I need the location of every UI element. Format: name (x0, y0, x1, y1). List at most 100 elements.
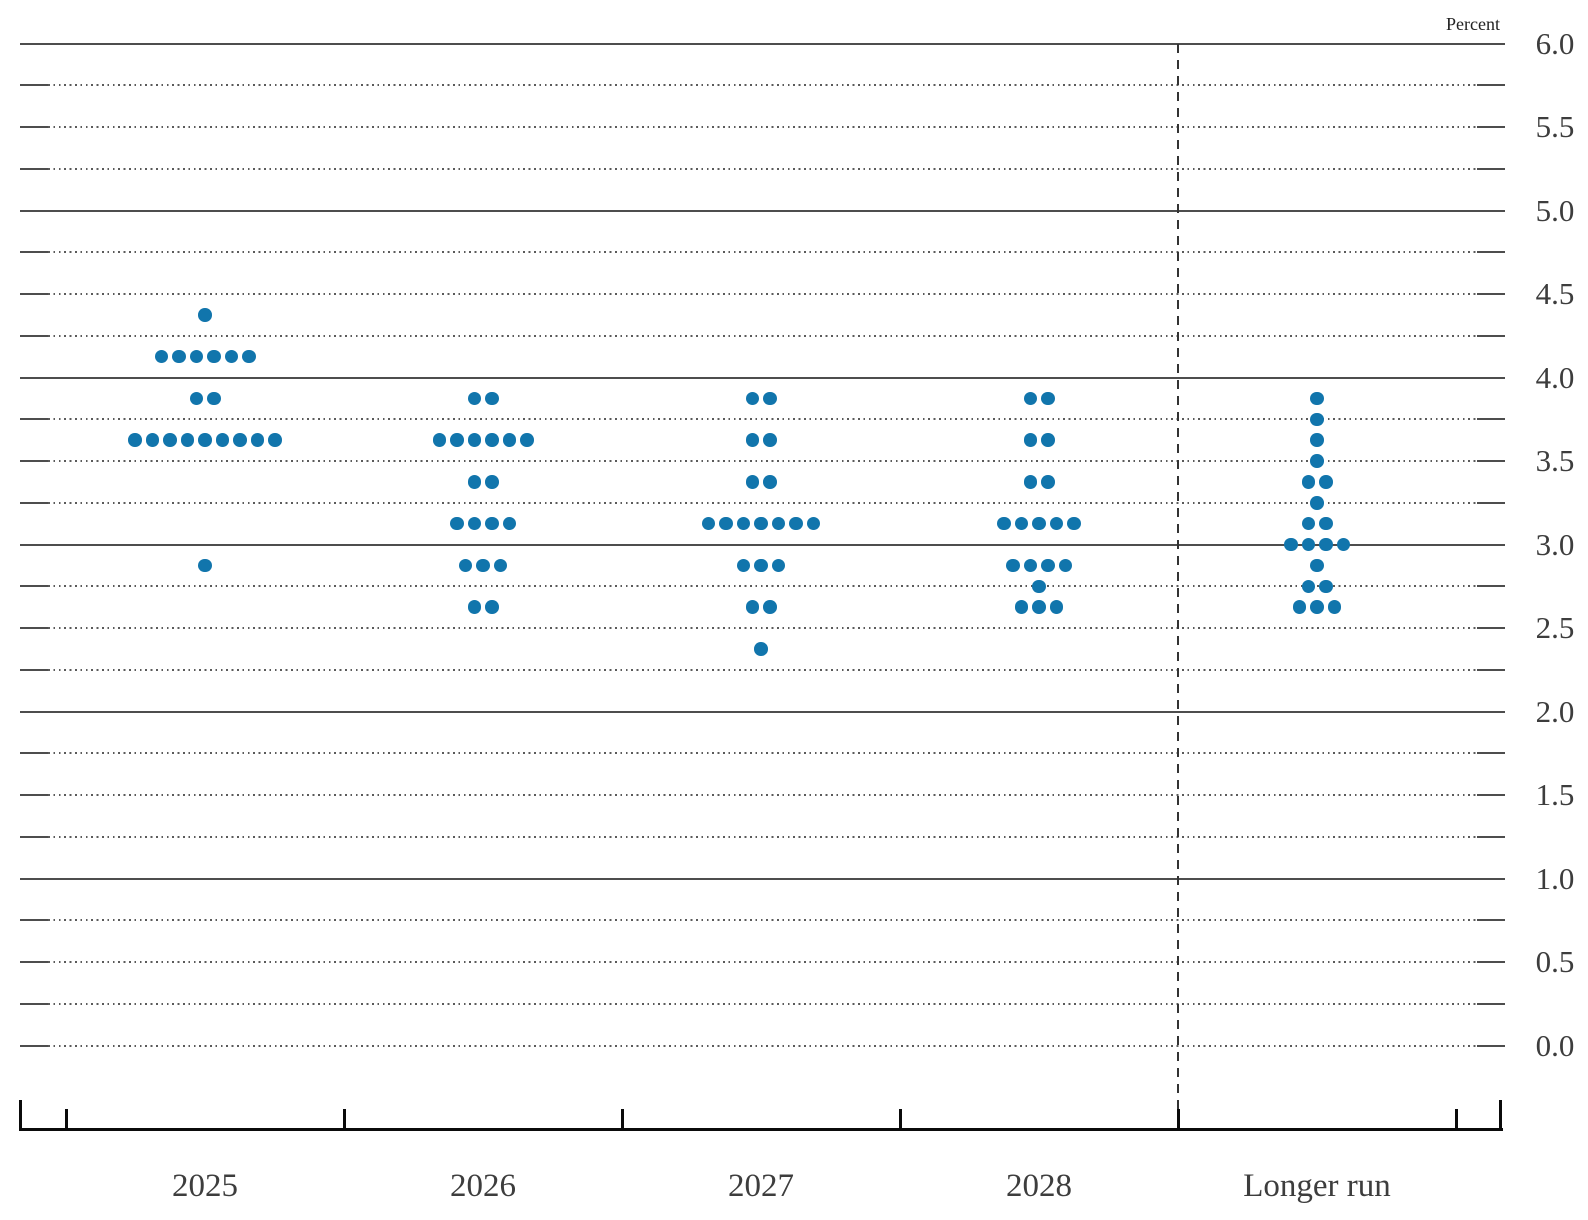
projection-dot (467, 516, 481, 531)
gridline-minor (48, 1002, 1477, 1005)
gridline-minor (48, 167, 1477, 170)
projection-dot (154, 349, 168, 364)
projection-dot (224, 349, 238, 364)
projection-dot (719, 516, 733, 531)
gridline-right-tick (1477, 919, 1505, 922)
projection-dot (997, 516, 1011, 531)
projection-dot (250, 433, 265, 447)
gridline-right-tick (1477, 501, 1505, 504)
y-axis-tick-label: 5.5 (1535, 109, 1575, 144)
projection-dot (1319, 475, 1333, 489)
gridline-left-tick (20, 585, 48, 588)
projection-dot (1336, 537, 1350, 552)
gridline-right-tick (1477, 293, 1505, 295)
x-axis-tick (1455, 1109, 1458, 1129)
gridline-minor (48, 835, 1477, 838)
gridline-minor (48, 501, 1477, 504)
gridline-right-tick (1477, 84, 1505, 87)
projection-dot (502, 516, 516, 531)
gridline-left-tick (20, 167, 48, 170)
y-axis-tick-label: 0.0 (1535, 1027, 1575, 1063)
projection-dot (1327, 600, 1342, 614)
projection-dot (745, 600, 759, 614)
x-axis-category-label: 2026 (450, 1168, 516, 1204)
projection-dot (1014, 516, 1029, 531)
x-axis-edge-tick (19, 1100, 22, 1130)
gridline-minor (48, 334, 1477, 337)
projection-dot (1006, 558, 1020, 573)
gridline-left-tick (20, 627, 48, 629)
projection-dot (450, 433, 464, 447)
gridline-minor (48, 84, 1477, 87)
projection-dot (1301, 475, 1315, 489)
gridline-left-tick (20, 752, 48, 755)
y-axis-tick-label: 4.5 (1535, 276, 1575, 311)
projection-dot (1067, 516, 1081, 531)
projection-dot (754, 558, 768, 573)
gridline-minor (48, 1044, 1477, 1047)
gridline-right-tick (1477, 460, 1505, 462)
gridline-right-tick (1477, 627, 1505, 629)
x-axis-line (19, 1128, 1503, 1131)
projection-dot (485, 391, 499, 406)
gridline-right-tick (1477, 961, 1505, 963)
y-axis-tick-label: 2.0 (1535, 693, 1575, 729)
gridline-right-tick (1477, 668, 1505, 671)
projection-dot (1023, 391, 1037, 406)
gridline-minor (48, 251, 1477, 254)
projection-dot (1310, 433, 1324, 447)
projection-dot (1014, 600, 1029, 614)
gridline-right-tick (1477, 251, 1505, 254)
y-axis-tick-label: 0.5 (1535, 944, 1575, 979)
projection-dot (467, 475, 481, 489)
gridline-right-tick (1477, 167, 1505, 170)
projection-dot (1049, 516, 1064, 531)
projection-dot (771, 558, 786, 573)
projection-dot (1310, 391, 1324, 406)
projection-dot (754, 642, 768, 656)
projection-dot (432, 433, 446, 447)
gridline-minor (48, 752, 1477, 755)
gridline-minor (48, 794, 1477, 796)
projection-dot (207, 349, 221, 364)
projection-dot (1041, 475, 1055, 489)
projection-dot (1284, 537, 1298, 552)
projection-dot (242, 349, 256, 364)
projection-dot (1310, 496, 1324, 510)
projection-dot (485, 516, 499, 531)
gridline-right-tick (1477, 794, 1505, 796)
gridline-left-tick (20, 1002, 48, 1005)
projection-dot (467, 600, 481, 614)
x-axis-tick (65, 1109, 68, 1129)
gridline-left-tick (20, 1044, 48, 1047)
longer-run-separator-line (1177, 43, 1179, 1128)
projection-dot (1023, 433, 1037, 447)
gridline-major (20, 877, 1505, 880)
projection-dot (467, 391, 481, 406)
projection-dot (1310, 600, 1324, 614)
y-axis-tick-label: 2.5 (1535, 610, 1575, 645)
y-axis-tick-label: 6.0 (1535, 25, 1575, 61)
gridline-right-tick (1477, 1002, 1505, 1005)
projection-dot (745, 391, 759, 406)
projection-dot (458, 558, 473, 573)
projection-dot (172, 349, 186, 364)
y-axis-tick-label: 1.0 (1535, 860, 1575, 896)
projection-dot (1310, 558, 1324, 573)
gridline-right-tick (1477, 835, 1505, 838)
gridline-left-tick (20, 293, 48, 295)
y-axis-unit-label: Percent (1446, 14, 1500, 34)
gridline-minor (48, 627, 1477, 629)
projection-dot (701, 516, 716, 531)
projection-dot (207, 391, 221, 406)
gridline-minor (48, 961, 1477, 963)
projection-dot (1319, 516, 1333, 531)
projection-dot (1301, 579, 1315, 593)
gridline-major (20, 376, 1505, 379)
gridline-right-tick (1477, 1044, 1505, 1047)
gridline-left-tick (20, 794, 48, 796)
gridline-right-tick (1477, 585, 1505, 588)
gridline-left-tick (20, 961, 48, 963)
projection-dot (215, 433, 230, 447)
